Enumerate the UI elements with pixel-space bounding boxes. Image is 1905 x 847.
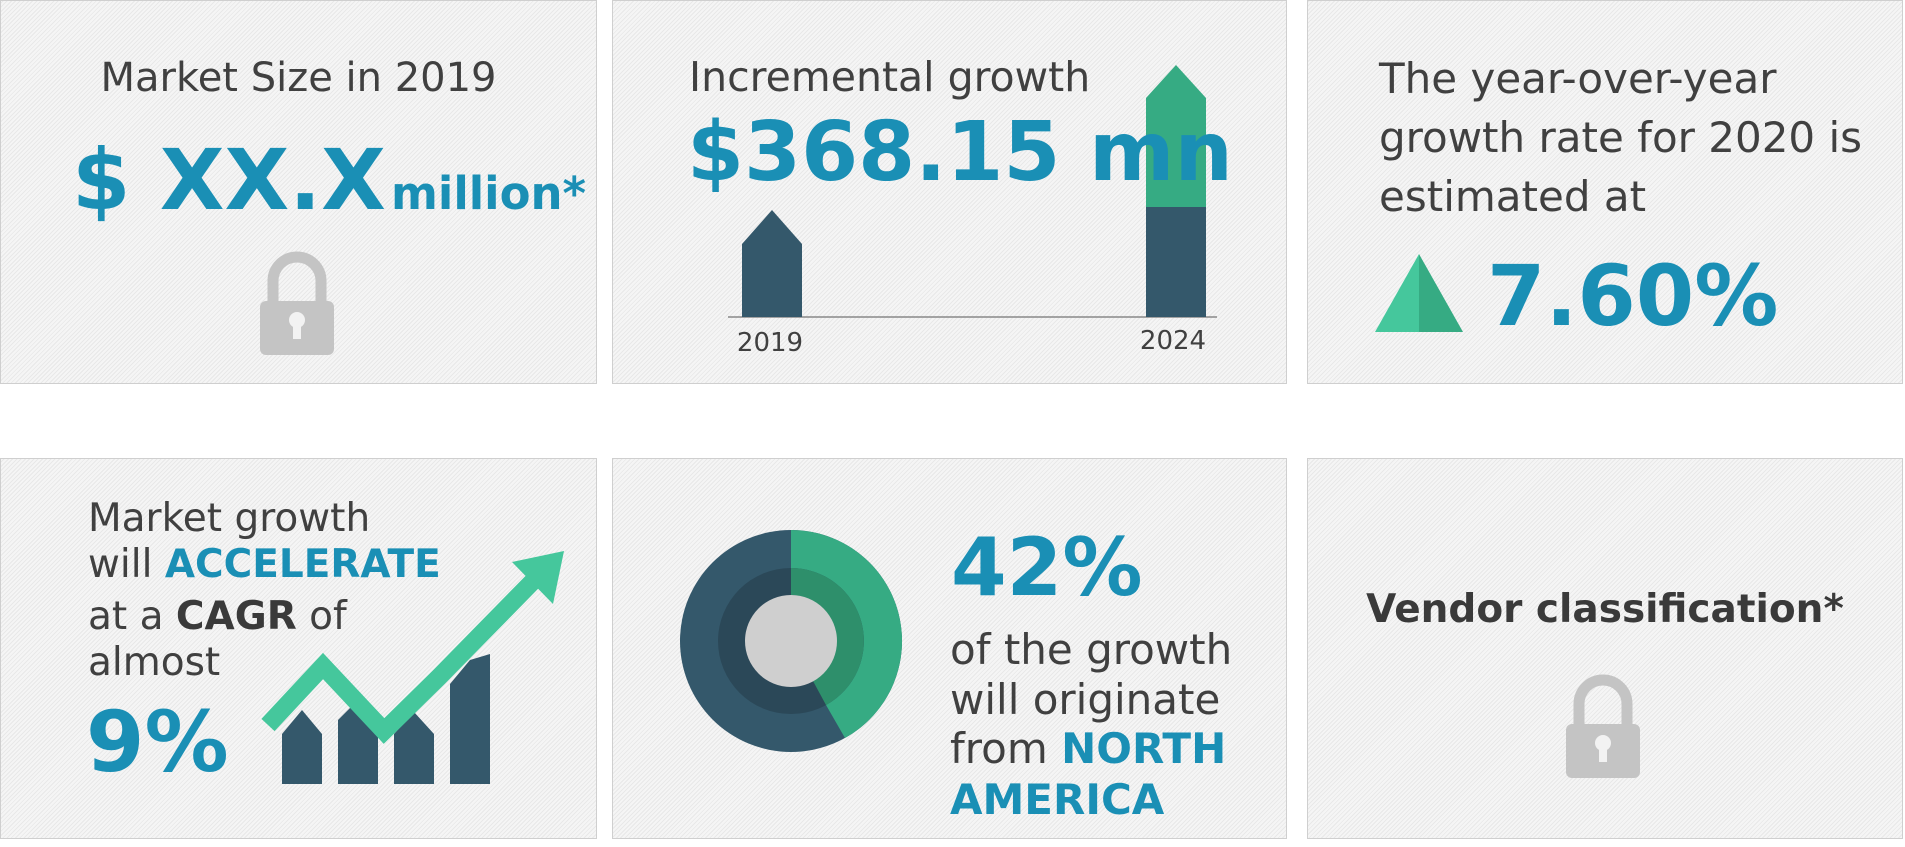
bar-2024-growth	[1146, 65, 1206, 207]
text-line: of the growth	[950, 625, 1233, 674]
text-line: from NORTH	[950, 728, 1226, 770]
text-line: will originate	[950, 675, 1221, 724]
text-line: at a CAGR of	[88, 597, 347, 636]
text: will	[88, 542, 153, 587]
donut-segment	[791, 568, 864, 705]
card-value: 9%	[86, 693, 229, 791]
unit: million*	[391, 167, 587, 220]
growth-arrow	[261, 567, 547, 744]
bar-2024-base	[1146, 207, 1206, 317]
text: from	[950, 724, 1048, 773]
bar-2019	[742, 210, 802, 317]
text-line: Market growth	[88, 496, 371, 541]
text-line: growth rate for 2020 is	[1379, 113, 1863, 162]
text-line: will ACCELERATE	[88, 545, 441, 584]
card-title: Vendor classification*	[1366, 587, 1844, 632]
growth-bar	[450, 654, 490, 784]
growth-bar	[282, 710, 322, 784]
card-title: Incremental growth	[689, 53, 1091, 101]
card-value: $368.15 mn	[687, 105, 1233, 200]
emphasis: CAGR	[175, 594, 297, 639]
text-line: The year-over-year	[1379, 54, 1777, 103]
growth-bar	[394, 712, 434, 784]
year-label: 2024	[1139, 326, 1207, 356]
text: of	[309, 594, 347, 639]
year-label: 2019	[736, 328, 804, 358]
card-title: Market Size in 2019	[100, 55, 497, 101]
lock-icon	[260, 257, 334, 355]
text-line: estimated at	[1379, 172, 1647, 221]
value: $ XX.X	[72, 131, 386, 229]
up-triangle	[1419, 254, 1463, 332]
emphasis: AMERICA	[950, 775, 1165, 824]
card-value: $ XX.X million*	[72, 138, 586, 222]
emphasis: ACCELERATE	[164, 542, 441, 587]
lock-icon	[1566, 680, 1640, 778]
text-line: almost	[88, 640, 221, 685]
card-value: 42%	[951, 521, 1143, 614]
up-triangle	[1375, 254, 1419, 332]
card-value: 7.60%	[1487, 247, 1779, 345]
emphasis: NORTH	[1061, 724, 1227, 773]
text: at a	[88, 594, 164, 639]
arrow-head	[512, 551, 564, 604]
donut-center	[745, 595, 837, 687]
donut-segment	[791, 530, 903, 738]
